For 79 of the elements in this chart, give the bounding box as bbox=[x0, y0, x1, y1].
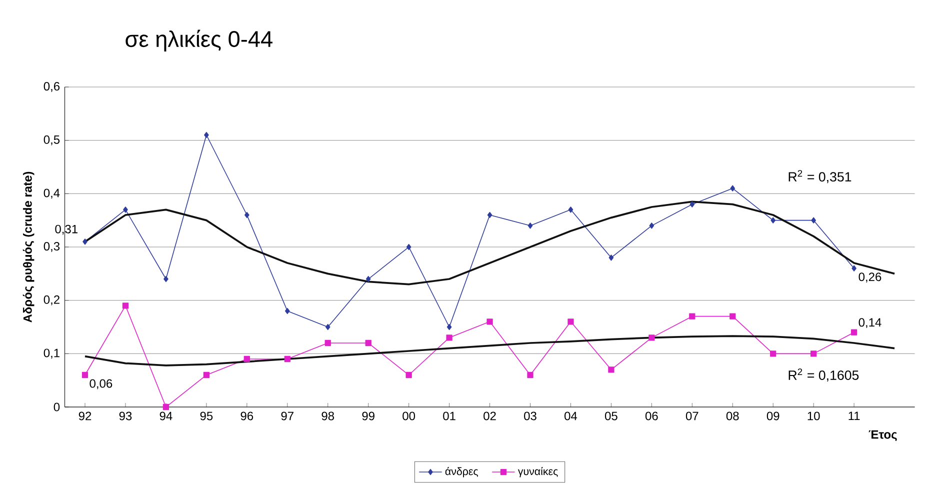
data-label: 0,14 bbox=[858, 318, 882, 328]
point bbox=[852, 265, 856, 272]
point bbox=[608, 366, 614, 373]
x-tick-label: 01 bbox=[443, 412, 456, 420]
x-tick-label: 94 bbox=[160, 412, 172, 420]
point bbox=[284, 356, 290, 362]
point bbox=[244, 356, 250, 362]
x-tick-label: 07 bbox=[686, 412, 698, 420]
line-series bbox=[84, 200, 896, 286]
x-tick-label: 04 bbox=[564, 412, 578, 420]
point bbox=[528, 222, 533, 229]
x-tick-label: 93 bbox=[119, 412, 132, 420]
point bbox=[122, 302, 129, 309]
x-tick-label: 00 bbox=[402, 412, 416, 420]
x-tick-label: 06 bbox=[645, 412, 658, 420]
point bbox=[244, 212, 250, 218]
point bbox=[82, 372, 88, 378]
point bbox=[446, 334, 452, 341]
point bbox=[810, 350, 817, 357]
legend-label: γυναίκες bbox=[518, 467, 558, 478]
point bbox=[365, 340, 372, 346]
point bbox=[446, 324, 452, 330]
point bbox=[203, 372, 210, 378]
y-tick-label: 0,2 bbox=[44, 295, 60, 306]
point bbox=[527, 372, 534, 378]
x-tick-label: 98 bbox=[322, 412, 334, 420]
x-tick-label: 92 bbox=[78, 412, 92, 420]
point bbox=[486, 318, 493, 325]
x-tick-label: 95 bbox=[200, 412, 213, 420]
x-tick-label: 09 bbox=[766, 412, 780, 420]
point bbox=[568, 206, 574, 213]
point bbox=[204, 132, 209, 138]
point bbox=[811, 217, 816, 224]
x-tick-label: 96 bbox=[240, 412, 254, 420]
point bbox=[406, 372, 412, 378]
point bbox=[648, 334, 655, 341]
point bbox=[568, 318, 574, 325]
point bbox=[82, 238, 88, 245]
y-tick-label: 0,4 bbox=[44, 188, 60, 199]
y-tick-label: 0,5 bbox=[44, 135, 60, 146]
point bbox=[366, 276, 371, 282]
x-tick-label: 99 bbox=[362, 412, 374, 420]
x-axis-title: Έτος bbox=[868, 430, 897, 441]
data-label: 0,26 bbox=[858, 272, 882, 283]
x-tick-label: 11 bbox=[848, 412, 860, 420]
point bbox=[325, 324, 330, 330]
point bbox=[690, 201, 695, 208]
annotation: R$^{2}$ = 0,1605 bbox=[788, 368, 859, 382]
point bbox=[730, 313, 736, 320]
point bbox=[162, 404, 170, 410]
point bbox=[730, 185, 736, 192]
point bbox=[770, 217, 776, 224]
y-tick-label: 0 bbox=[54, 402, 60, 412]
y-axis-title: Αδρός ρυθμός (crude rate) bbox=[22, 172, 34, 322]
y-tick-label: 0,6 bbox=[44, 82, 60, 92]
point bbox=[850, 329, 858, 336]
point bbox=[324, 340, 331, 346]
point bbox=[406, 244, 412, 250]
chart-title: σε ηλικίες 0-44 bbox=[126, 30, 272, 52]
y-tick-label: 0,1 bbox=[44, 348, 60, 359]
point bbox=[608, 254, 614, 261]
point bbox=[123, 206, 128, 213]
line-series bbox=[84, 335, 896, 366]
point bbox=[689, 313, 696, 320]
point bbox=[770, 350, 776, 357]
point bbox=[487, 212, 492, 218]
x-tick-label: 97 bbox=[281, 412, 294, 420]
point bbox=[649, 222, 654, 229]
x-tick-label: 10 bbox=[808, 412, 820, 420]
point bbox=[284, 308, 290, 314]
x-tick-label: 05 bbox=[604, 412, 618, 420]
point bbox=[164, 276, 168, 282]
x-tick-label: 08 bbox=[726, 412, 739, 420]
legend-label: άνδρες bbox=[445, 467, 478, 478]
x-tick-label: 02 bbox=[484, 412, 496, 420]
annotation: R$^{2}$ = 0,351 bbox=[788, 170, 852, 184]
data-label: 0,06 bbox=[90, 379, 112, 390]
x-tick-label: 03 bbox=[524, 412, 536, 420]
y-tick-label: 0,3 bbox=[44, 242, 60, 252]
